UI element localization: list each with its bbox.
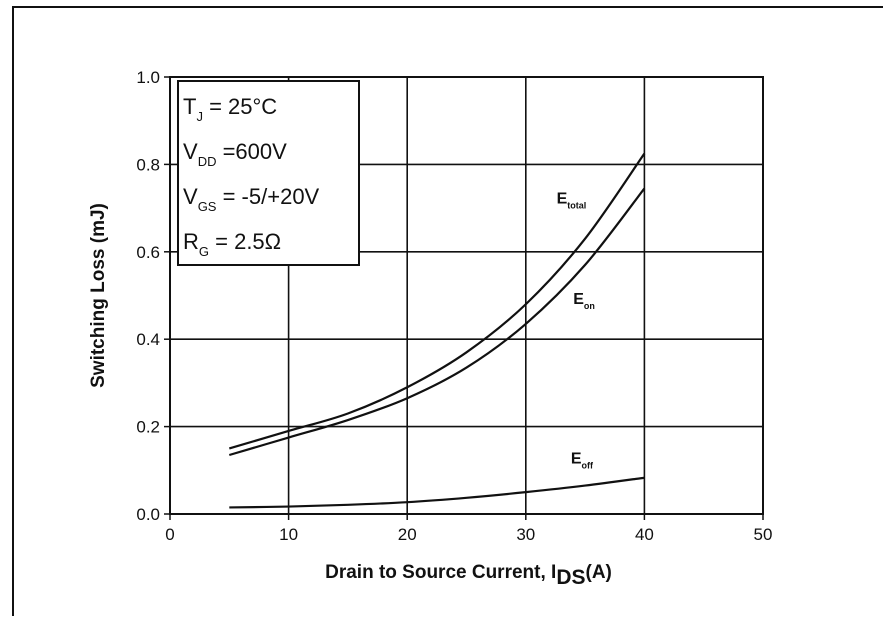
series-label-e-off: Eoff xyxy=(571,451,594,471)
condition-symbol: R xyxy=(183,229,199,254)
series-label-subscript: on xyxy=(584,301,595,311)
x-tick-label: 0 xyxy=(165,525,174,544)
series-label-subscript: off xyxy=(582,461,594,471)
series-line-e-total xyxy=(228,152,646,450)
y-tick-label: 0.4 xyxy=(136,330,160,349)
condition-symbol: T xyxy=(183,94,196,119)
x-axis-title-subscript: DS xyxy=(556,566,585,589)
y-tick-label: 0.2 xyxy=(136,418,160,437)
series-line-e-on xyxy=(228,187,646,457)
series-line-e-off xyxy=(229,476,645,509)
series-label-subscript: total xyxy=(567,201,586,211)
condition-subscript: J xyxy=(196,109,203,124)
y-tick-label: 0.6 xyxy=(136,243,160,262)
condition-symbol: V xyxy=(183,139,198,164)
y-tick-label: 0.8 xyxy=(136,155,160,174)
x-tick-label: 40 xyxy=(635,525,654,544)
condition-line: RG = 2.5Ω xyxy=(183,229,281,259)
series-lines xyxy=(228,152,646,509)
condition-value: = 2.5Ω xyxy=(209,229,281,254)
series-label-main: E xyxy=(573,291,584,308)
condition-symbol: V xyxy=(183,184,198,209)
condition-value: =600V xyxy=(216,139,287,164)
y-axis-ticks: 0.0 0.2 0.4 0.6 0.8 1.0 xyxy=(136,68,170,524)
condition-subscript: DD xyxy=(198,154,217,169)
series-label-e-total: Etotal xyxy=(557,191,587,211)
y-tick-label: 0.0 xyxy=(136,505,160,524)
y-axis-title: Switching Loss (mJ) xyxy=(88,203,109,388)
x-axis-title-main: Drain to Source Current, I xyxy=(325,562,556,583)
series-label-main: E xyxy=(571,451,582,468)
x-axis-title-unit: (A) xyxy=(586,562,612,583)
y-tick-label: 1.0 xyxy=(136,68,160,87)
x-tick-label: 10 xyxy=(279,525,298,544)
condition-value: = -5/+20V xyxy=(216,184,319,209)
condition-line: VGS = -5/+20V xyxy=(183,184,320,214)
x-axis-ticks: 0 10 20 30 40 50 xyxy=(165,514,772,544)
x-tick-label: 20 xyxy=(398,525,417,544)
plot-area-border xyxy=(169,76,764,515)
condition-line: VDD =600V xyxy=(183,139,287,169)
x-tick-label: 50 xyxy=(754,525,773,544)
condition-value: = 25°C xyxy=(203,94,277,119)
series-label-main: E xyxy=(557,191,568,208)
x-tick-label: 30 xyxy=(516,525,535,544)
condition-subscript: GS xyxy=(198,199,217,214)
conditions-box-border xyxy=(177,80,360,266)
condition-subscript: G xyxy=(199,244,209,259)
series-label-e-on: Eon xyxy=(573,291,595,311)
x-axis-title: Drain to Source Current, IDS(A) xyxy=(325,562,612,589)
condition-line: TJ = 25°C xyxy=(183,94,277,124)
